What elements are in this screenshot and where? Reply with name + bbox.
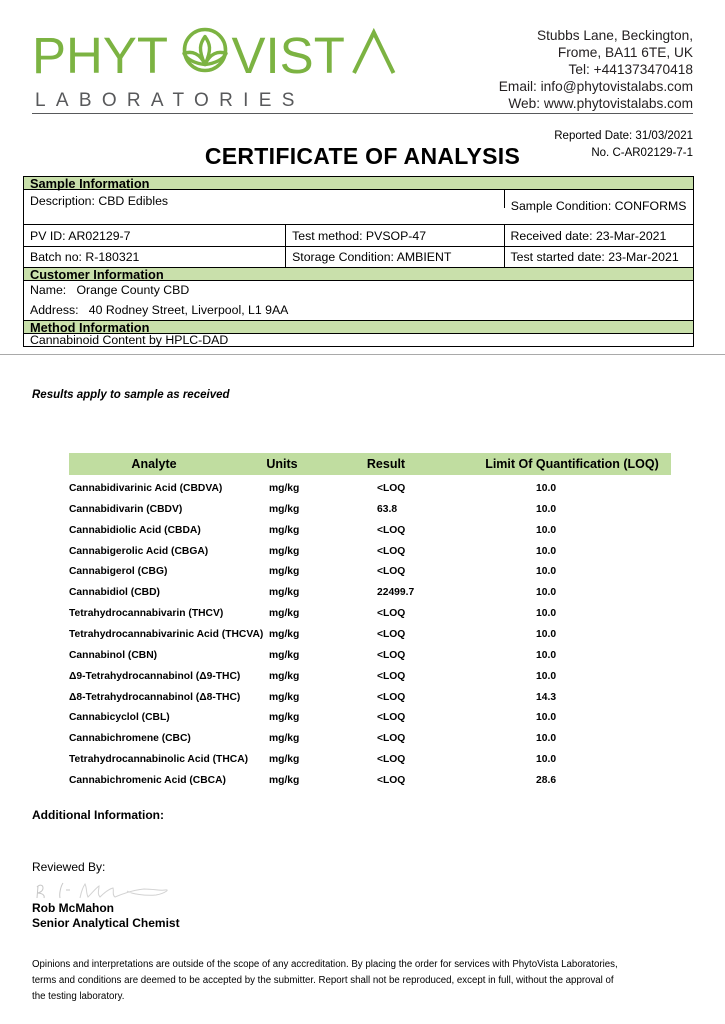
svg-text:VIST: VIST	[232, 27, 345, 84]
svg-text:PHYT: PHYT	[32, 27, 168, 84]
